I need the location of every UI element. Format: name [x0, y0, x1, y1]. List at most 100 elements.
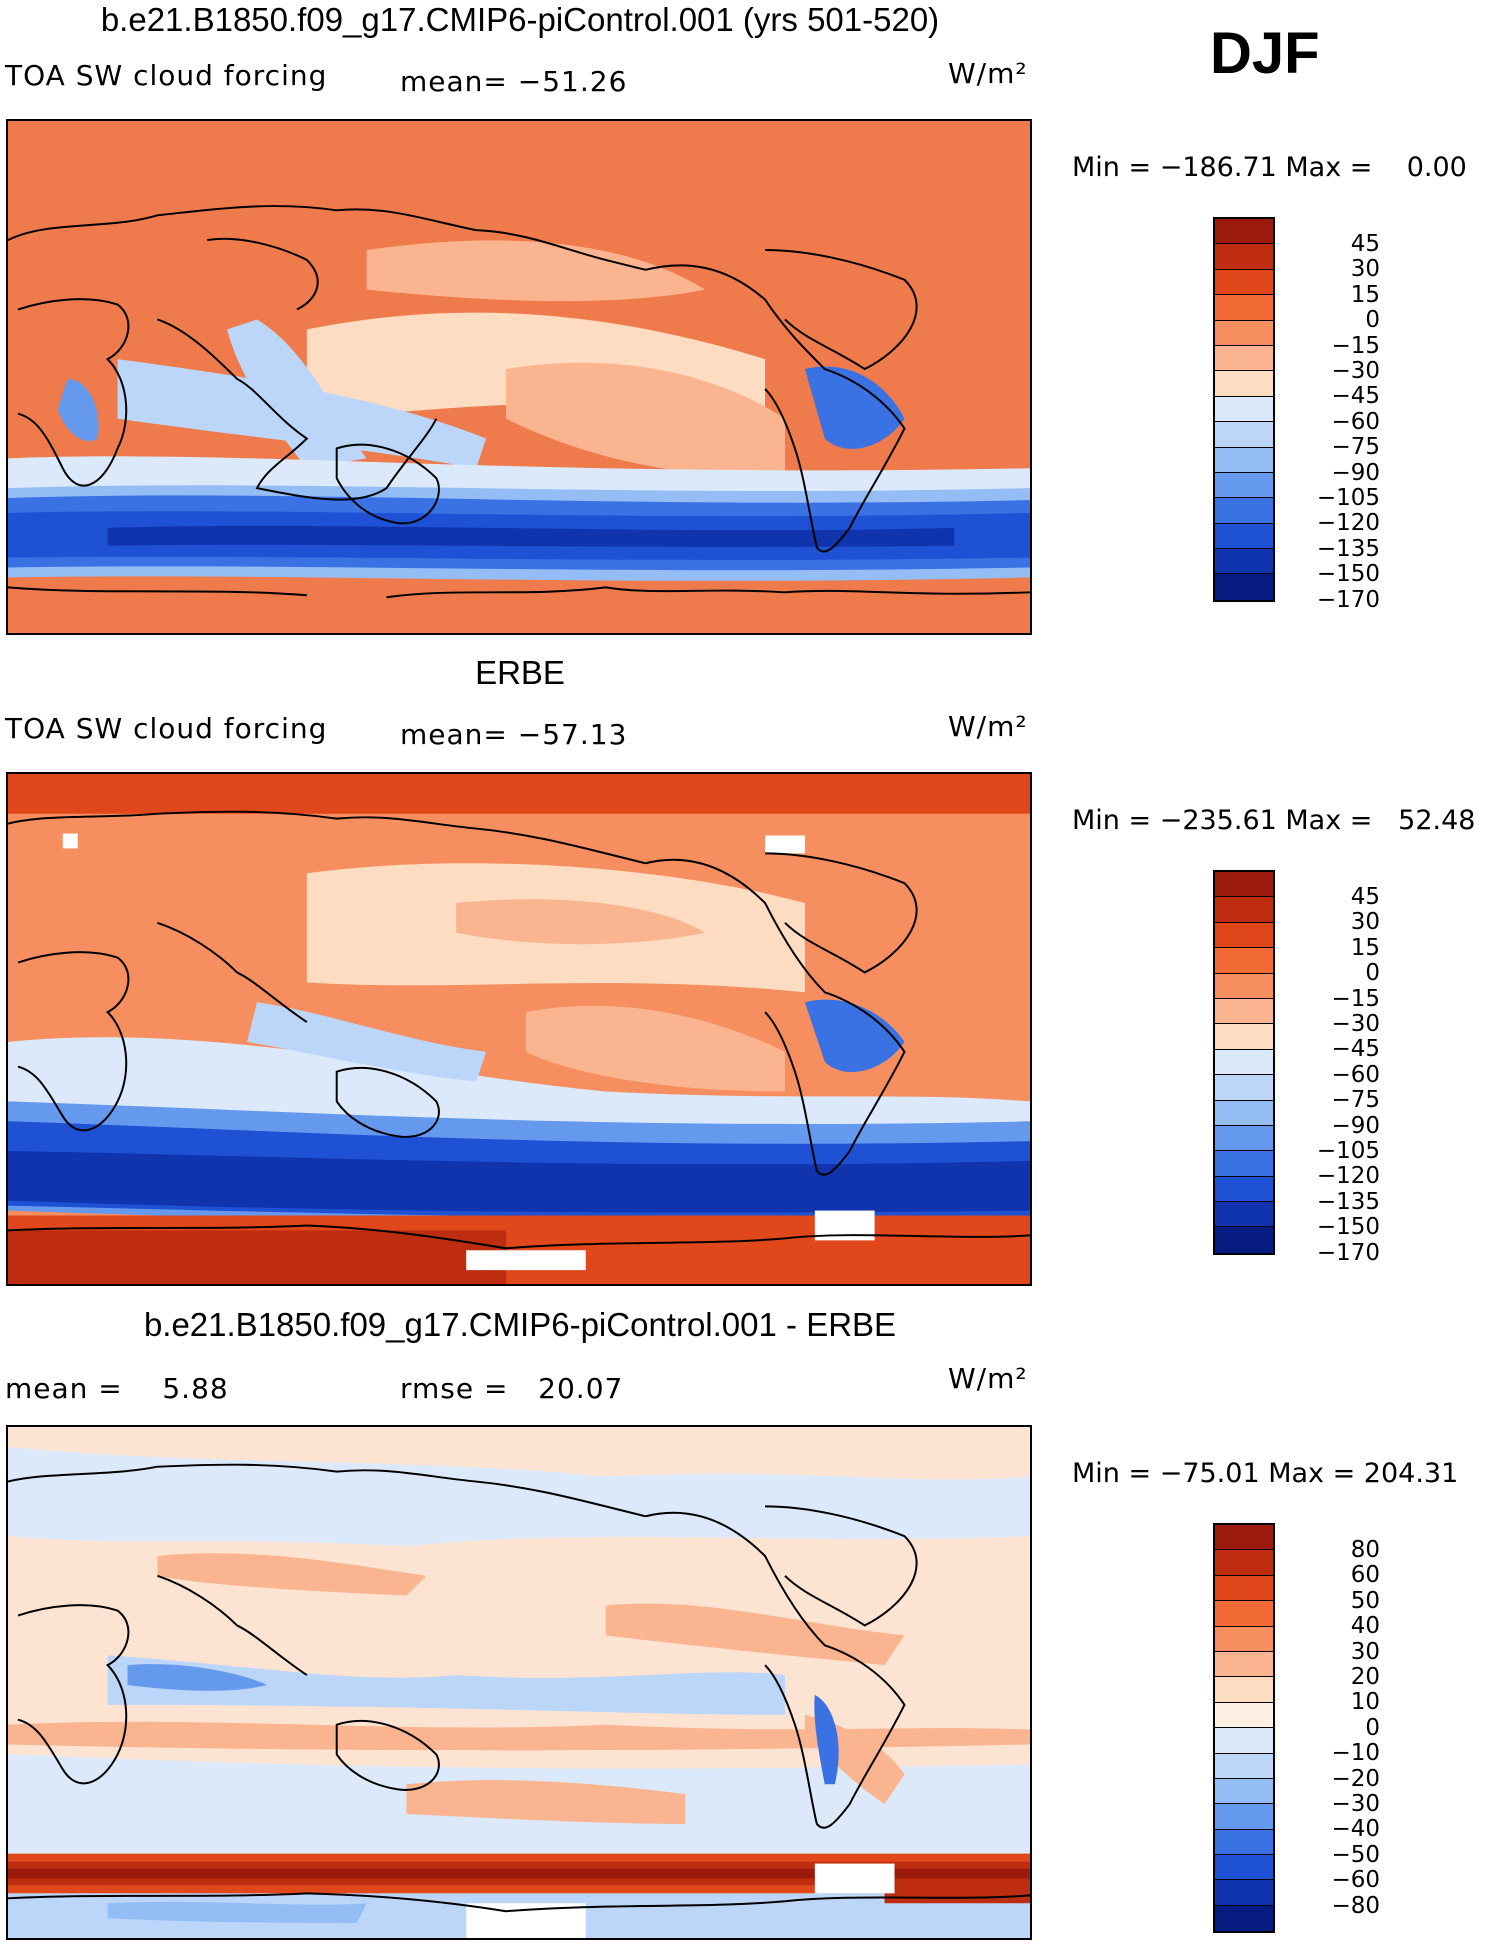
colorbar-segment — [1215, 574, 1273, 600]
colorbar-tick-label: −30 — [1331, 358, 1380, 384]
colorbar-segment — [1215, 1702, 1273, 1729]
colorbar-tick-label: 45 — [1350, 884, 1380, 910]
colorbar-segment — [1215, 1202, 1273, 1228]
panel-2-title: ERBE — [475, 654, 565, 691]
panel-3-rmse-label: rmse = 20.07 — [400, 1372, 624, 1405]
colorbar-tick-label: 30 — [1350, 1638, 1380, 1665]
panel-3-colorbar — [1213, 1523, 1275, 1934]
colorbar-segment — [1215, 396, 1273, 423]
colorbar-tick-label: −105 — [1316, 1138, 1380, 1164]
colorbar-tick-label: −15 — [1331, 985, 1380, 1012]
colorbar-segment — [1215, 244, 1273, 270]
colorbar-segment — [1215, 1125, 1273, 1152]
colorbar-tick-label: −90 — [1331, 1112, 1380, 1139]
colorbar-tick-label: −45 — [1331, 1036, 1380, 1063]
colorbar-tick-label: −50 — [1331, 1841, 1380, 1868]
colorbar-tick-label: 0 — [1365, 1714, 1380, 1741]
colorbar-tick-label: 45 — [1350, 231, 1380, 257]
colorbar-tick-label: 15 — [1350, 281, 1380, 308]
colorbar-tick-label: 10 — [1350, 1689, 1380, 1716]
colorbar-segment — [1215, 1778, 1273, 1805]
colorbar-segment — [1215, 1728, 1273, 1754]
panel-1-colorbar — [1213, 217, 1275, 602]
panel-2-mean-label: mean= −57.13 — [400, 718, 628, 751]
colorbar-segment — [1215, 1651, 1273, 1678]
colorbar-tick-label: −60 — [1331, 1061, 1380, 1088]
colorbar-tick-label: −105 — [1316, 485, 1380, 511]
colorbar-tick-label: −20 — [1331, 1765, 1380, 1792]
panel-2-variable-label: TOA SW cloud forcing — [5, 712, 328, 745]
colorbar-tick-label: −75 — [1331, 1087, 1380, 1114]
panel-3-map-svg — [8, 1427, 1030, 1938]
panel-3-title: b.e21.B1850.f09_g17.CMIP6-piControl.001 … — [143, 1306, 897, 1343]
colorbar-segment — [1215, 1905, 1273, 1932]
colorbar-segment — [1215, 447, 1273, 473]
colorbar-segment — [1215, 872, 1273, 898]
panel-1-title: b.e21.B1850.f09_g17.CMIP6-piControl.001 … — [100, 1, 940, 38]
colorbar-segment — [1215, 219, 1273, 245]
colorbar-segment — [1215, 1525, 1273, 1551]
colorbar-segment — [1215, 1024, 1273, 1050]
colorbar-segment — [1215, 1677, 1273, 1703]
colorbar-tick-label: −90 — [1331, 459, 1380, 486]
colorbar-tick-label: −60 — [1331, 1867, 1380, 1894]
colorbar-tick-label: −80 — [1331, 1892, 1380, 1919]
colorbar-segment — [1215, 498, 1273, 524]
colorbar-segment — [1215, 1176, 1273, 1203]
colorbar-segment — [1215, 523, 1273, 550]
colorbar-segment — [1215, 1049, 1273, 1076]
panel-1-mean-label: mean= −51.26 — [400, 65, 628, 98]
panel-2-colorbar — [1213, 870, 1275, 1255]
colorbar-tick-label: −170 — [1316, 1239, 1380, 1266]
colorbar-tick-label: −30 — [1331, 1011, 1380, 1037]
colorbar-segment — [1215, 1227, 1273, 1253]
colorbar-segment — [1215, 549, 1273, 575]
colorbar-segment — [1215, 1575, 1273, 1602]
colorbar-tick-label: −120 — [1316, 1163, 1380, 1190]
colorbar-segment — [1215, 1075, 1273, 1101]
panel-1-map-svg — [8, 121, 1030, 633]
colorbar-segment — [1215, 1829, 1273, 1856]
colorbar-segment — [1215, 1550, 1273, 1576]
panel-1-minmax: Min = −186.71 Max = 0.00 — [1072, 152, 1467, 183]
colorbar-segment — [1215, 1626, 1273, 1652]
colorbar-segment — [1215, 295, 1273, 321]
colorbar-segment — [1215, 422, 1273, 448]
colorbar-tick-label: 40 — [1350, 1613, 1380, 1640]
colorbar-tick-label: −40 — [1331, 1816, 1380, 1843]
colorbar-tick-label: −170 — [1316, 586, 1380, 613]
colorbar-segment — [1215, 472, 1273, 499]
colorbar-segment — [1215, 1855, 1273, 1881]
panel-2-minmax: Min = −235.61 Max = 52.48 — [1072, 805, 1476, 836]
colorbar-segment — [1215, 1151, 1273, 1177]
colorbar-segment — [1215, 269, 1273, 296]
colorbar-tick-label: −60 — [1331, 408, 1380, 435]
colorbar-tick-label: −10 — [1331, 1740, 1380, 1767]
colorbar-segment — [1215, 1753, 1273, 1779]
panel-3-minmax: Min = −75.01 Max = 204.31 — [1072, 1458, 1459, 1489]
colorbar-segment — [1215, 922, 1273, 949]
colorbar-tick-label: 30 — [1350, 256, 1380, 283]
colorbar-segment — [1215, 1100, 1273, 1126]
colorbar-tick-label: 20 — [1350, 1664, 1380, 1690]
colorbar-tick-label: −75 — [1331, 434, 1380, 461]
panel-1-units-label: W/m² — [948, 57, 1028, 90]
colorbar-segment — [1215, 948, 1273, 974]
colorbar-tick-label: −150 — [1316, 561, 1380, 588]
colorbar-tick-label: 80 — [1350, 1537, 1380, 1563]
colorbar-tick-label: 0 — [1365, 307, 1380, 334]
colorbar-tick-label: −135 — [1316, 1188, 1380, 1215]
colorbar-tick-label: 60 — [1350, 1562, 1380, 1589]
colorbar-tick-label: 0 — [1365, 960, 1380, 987]
panel-2-units-label: W/m² — [948, 710, 1028, 743]
panel-3-mean-label: mean = 5.88 — [5, 1372, 229, 1405]
colorbar-segment — [1215, 897, 1273, 923]
colorbar-tick-label: −135 — [1316, 535, 1380, 562]
colorbar-tick-label: −45 — [1331, 383, 1380, 410]
colorbar-segment — [1215, 1880, 1273, 1906]
colorbar-tick-label: 30 — [1350, 909, 1380, 936]
colorbar-segment — [1215, 1601, 1273, 1627]
panel-1-map — [6, 119, 1032, 635]
colorbar-tick-label: −120 — [1316, 510, 1380, 537]
panel-3-map — [6, 1425, 1032, 1940]
